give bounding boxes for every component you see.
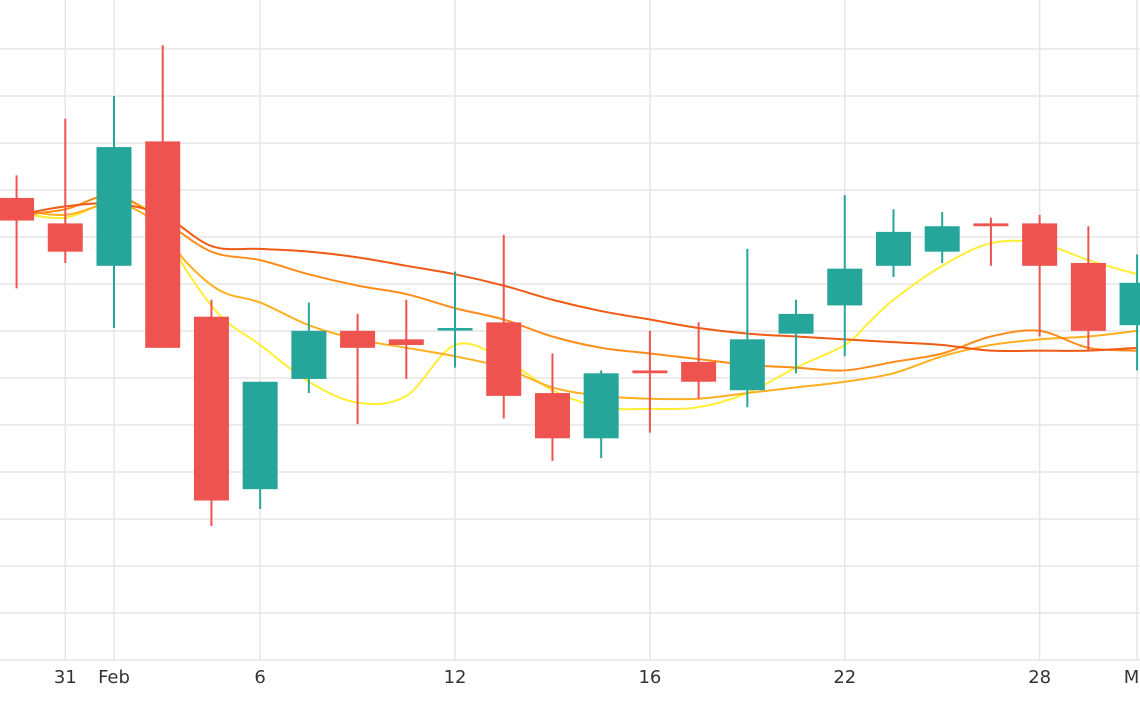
candle <box>632 330 668 433</box>
candle <box>242 381 278 509</box>
candle <box>96 96 132 329</box>
candle-body <box>291 330 327 379</box>
candle-body <box>778 313 814 334</box>
x-tick-label: 22 <box>833 667 856 688</box>
candle-body <box>1070 262 1106 331</box>
candle <box>729 248 765 408</box>
candle <box>534 353 570 461</box>
candle <box>583 370 619 459</box>
candle-body <box>193 316 229 501</box>
candle-body <box>1119 282 1140 326</box>
candle-body <box>924 226 960 252</box>
candle <box>340 313 376 425</box>
candle <box>47 118 83 263</box>
candle <box>681 322 717 399</box>
candle <box>973 217 1009 266</box>
candle-body <box>729 339 765 391</box>
candle-body <box>145 141 181 348</box>
x-axis: 31 Feb 6 12 16 22 28 Ma <box>54 667 1140 688</box>
candle <box>486 234 522 419</box>
candle-body <box>1022 223 1058 266</box>
x-tick-label: 6 <box>254 667 265 688</box>
candle-body <box>583 373 619 439</box>
candle-body <box>486 322 522 396</box>
candle-body <box>47 223 83 252</box>
candle <box>437 271 473 368</box>
candle <box>778 299 814 374</box>
candle <box>924 212 960 263</box>
candle-body <box>681 361 717 382</box>
candle <box>875 209 911 278</box>
candle <box>1022 214 1058 337</box>
candle-body <box>242 381 278 490</box>
candle <box>388 299 424 379</box>
x-tick-label: 12 <box>444 667 467 688</box>
candle-body <box>827 268 863 306</box>
candle-body <box>632 370 668 374</box>
candle-body <box>388 339 424 345</box>
x-tick-label: 31 <box>54 667 77 688</box>
candle <box>1070 226 1106 351</box>
x-tick-label: Feb <box>98 667 130 688</box>
candle <box>1119 254 1140 371</box>
candle-body <box>340 330 376 348</box>
x-tick-label: 28 <box>1028 667 1051 688</box>
candles <box>0 45 1140 526</box>
candle-body <box>0 197 35 221</box>
candle-body <box>875 231 911 266</box>
x-tick-label: 16 <box>638 667 661 688</box>
candle <box>827 195 863 357</box>
candle-body <box>96 147 132 266</box>
candle <box>193 299 229 526</box>
candle-body <box>534 393 570 439</box>
candle <box>291 302 327 394</box>
candle-body <box>437 328 473 331</box>
candle <box>0 175 35 289</box>
candle-body <box>973 223 1009 227</box>
candle <box>145 45 181 348</box>
x-tick-label: Ma <box>1124 667 1140 688</box>
